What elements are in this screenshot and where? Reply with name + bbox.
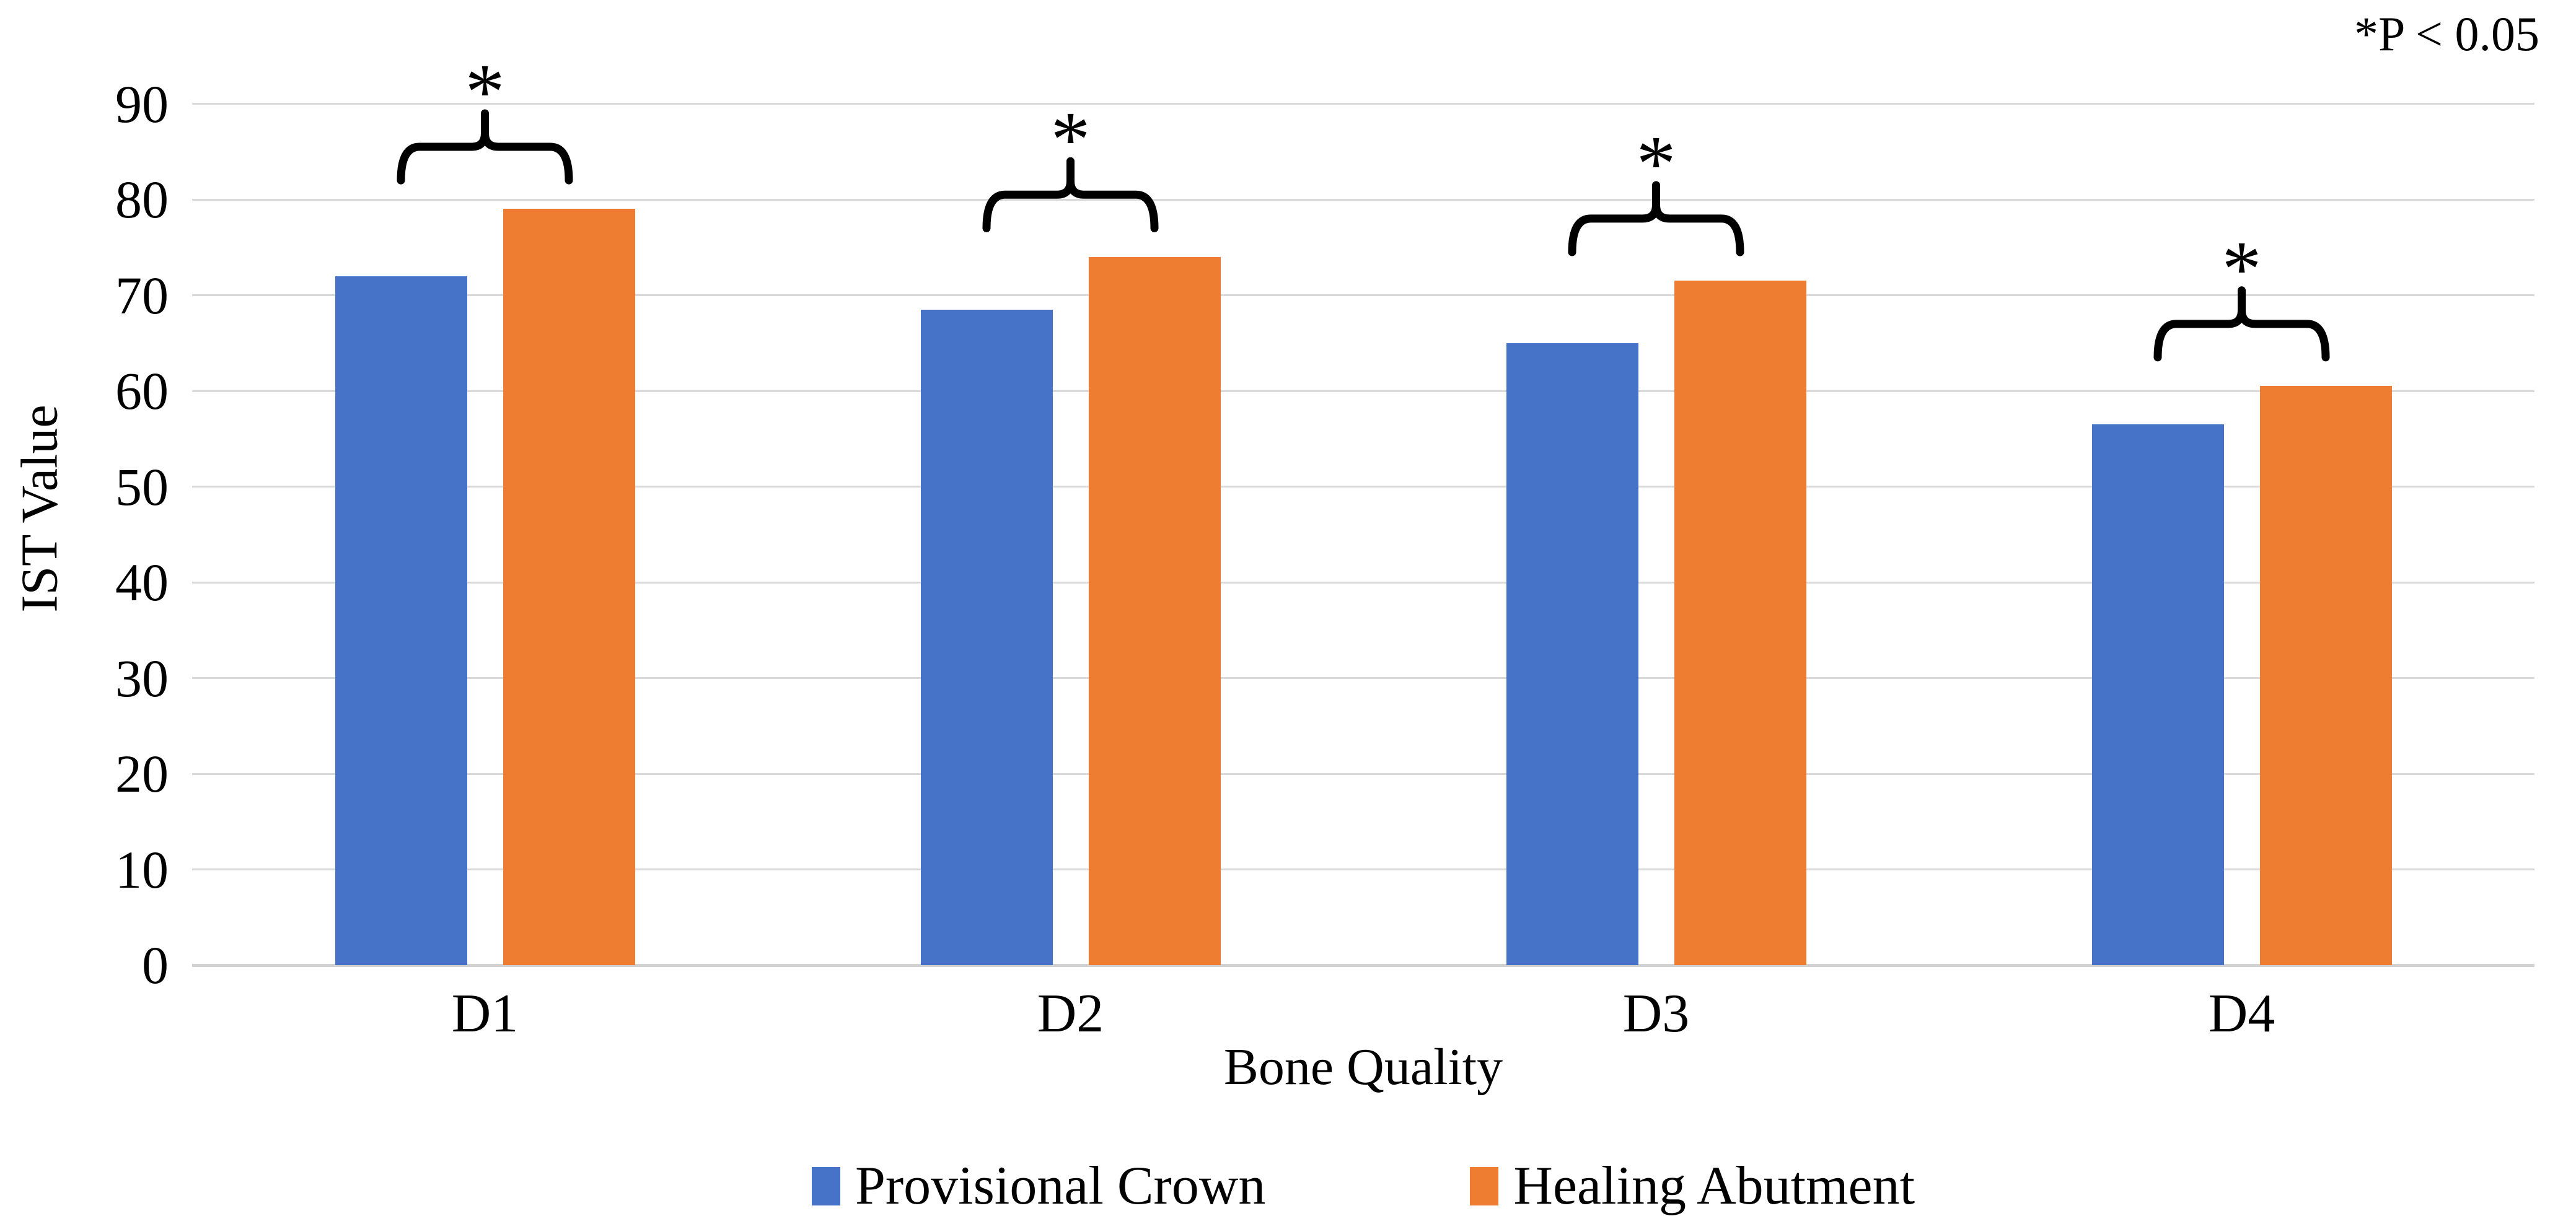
legend-label-healing-abutment: Healing Abutment [1513, 1156, 1915, 1216]
x-tick-d1: D1 [451, 984, 519, 1044]
significance-asterisk-d3: * [1637, 120, 1676, 208]
gridline-40 [192, 581, 2534, 584]
y-tick-90: 90 [115, 74, 169, 134]
legend-item-healing-abutment: Healing Abutment [1470, 1159, 1915, 1214]
y-tick-30: 30 [115, 648, 169, 708]
y-tick-50: 50 [115, 457, 169, 517]
gridline-60 [192, 390, 2534, 392]
bar-healing-abutment-d2 [1088, 256, 1221, 965]
x-tick-d2: D2 [1037, 984, 1104, 1044]
y-tick-0: 0 [142, 935, 169, 995]
bar-provisional-crown-d1 [335, 276, 467, 965]
x-tick-d3: D3 [1622, 984, 1690, 1044]
x-axis-title: Bone Quality [1223, 1038, 1503, 1096]
y-tick-70: 70 [115, 265, 169, 325]
x-tick-d4: D4 [2208, 984, 2275, 1044]
y-tick-20: 20 [115, 744, 169, 803]
bar-healing-abutment-d3 [1674, 281, 1806, 965]
significance-brackets: * * * * [397, 48, 2330, 362]
significance-bracket-d1 [397, 109, 573, 185]
gridline-50 [192, 486, 2534, 488]
legend-label-provisional-crown: Provisional Crown [855, 1156, 1266, 1216]
y-tick-60: 60 [115, 361, 169, 421]
gridline-30 [192, 677, 2534, 679]
bar-provisional-crown-d2 [920, 309, 1053, 965]
significance-note: *P < 0.05 [2354, 7, 2539, 61]
legend-swatch-healing-abutment [1470, 1167, 1499, 1205]
significance-bracket-d3 [1568, 181, 1744, 256]
significance-asterisk-d2: * [1051, 95, 1091, 183]
gridline-80 [192, 198, 2534, 201]
bar-provisional-crown-d4 [2091, 424, 2224, 965]
gridline-90 [192, 103, 2534, 105]
gridline-70 [192, 294, 2534, 296]
y-tick-40: 40 [115, 553, 169, 612]
plot-area: * * * * [192, 48, 2534, 967]
y-tick-10: 10 [115, 839, 169, 899]
legend-item-provisional-crown: Provisional Crown [811, 1156, 1266, 1216]
gridline-20 [192, 772, 2534, 775]
legend: Provisional Crown Healing Abutment [192, 1157, 2534, 1215]
gridline-0 [192, 963, 2534, 967]
bar-healing-abutment-d1 [503, 209, 635, 965]
significance-bracket-d2 [982, 157, 1159, 232]
significance-asterisk-d1: * [465, 48, 505, 136]
gridline-10 [192, 868, 2534, 870]
significance-asterisk-d4: * [2222, 225, 2262, 313]
legend-swatch-provisional-crown [811, 1167, 840, 1205]
y-tick-80: 80 [115, 170, 169, 229]
bar-provisional-crown-d3 [1506, 343, 1638, 965]
significance-bracket-d4 [2153, 286, 2330, 362]
bar-healing-abutment-d4 [2259, 386, 2392, 965]
